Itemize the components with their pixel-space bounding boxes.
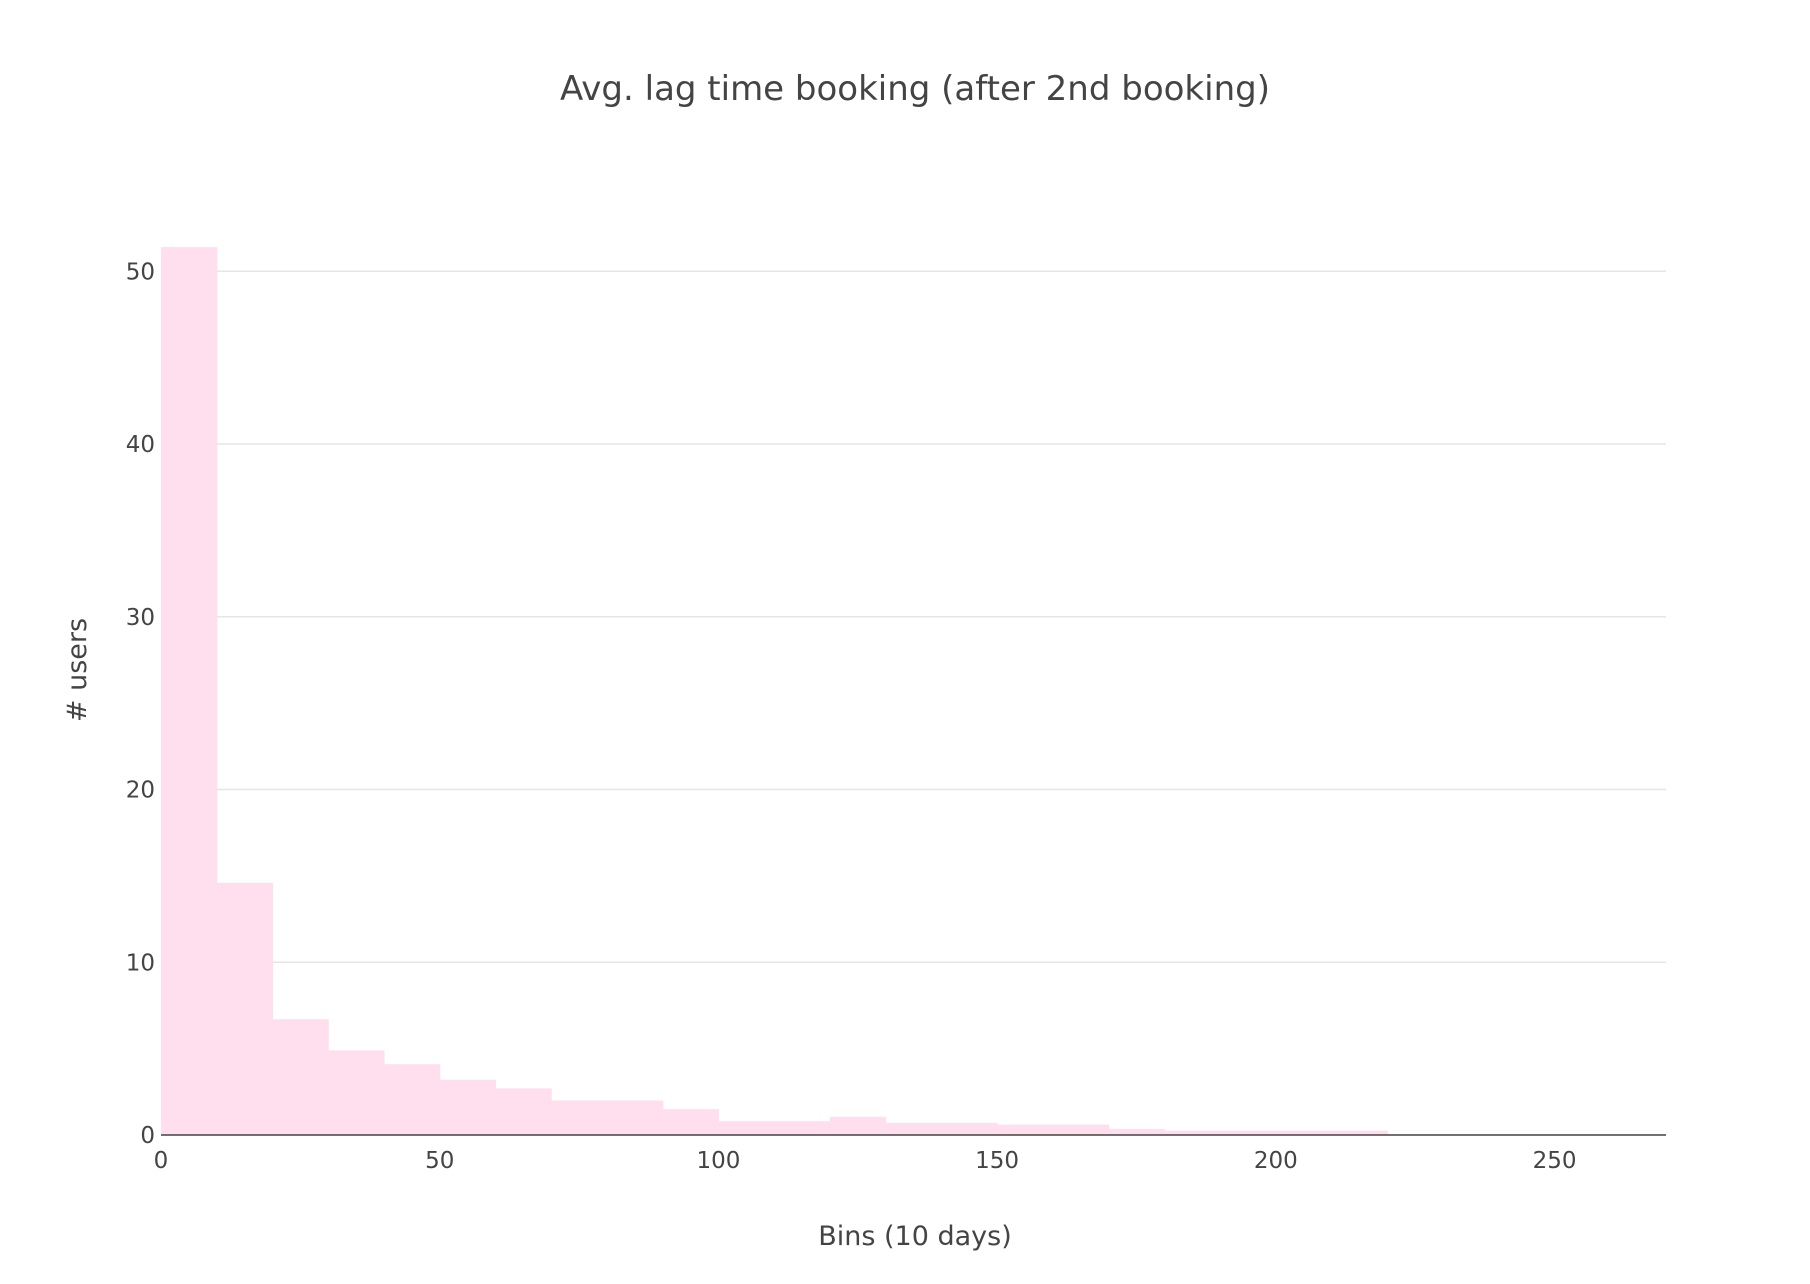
x-tick-label-200: 200 bbox=[1254, 1148, 1298, 1174]
histogram-bar-12 bbox=[829, 1116, 887, 1135]
histogram-bar-10 bbox=[718, 1121, 775, 1135]
grid-lines bbox=[161, 270, 1666, 963]
chart-title: Avg. lag time booking (after 2nd booking… bbox=[560, 69, 1270, 109]
histogram-bar-3 bbox=[328, 1050, 385, 1135]
y-tick-label-20: 20 bbox=[126, 778, 155, 804]
y-tick-label-30: 30 bbox=[126, 605, 155, 631]
histogram-bar-2 bbox=[272, 1019, 329, 1135]
histogram-bar-19 bbox=[1220, 1130, 1277, 1135]
histogram-bar-6 bbox=[495, 1088, 552, 1135]
x-tick-label-50: 50 bbox=[425, 1148, 454, 1174]
histogram-bar-16 bbox=[1052, 1124, 1110, 1135]
histogram-bar-13 bbox=[885, 1122, 942, 1135]
y-tick-label-0: 0 bbox=[140, 1123, 155, 1149]
histogram-bar-15 bbox=[997, 1124, 1054, 1135]
x-tick-label-250: 250 bbox=[1533, 1148, 1577, 1174]
histogram-bar-4 bbox=[383, 1064, 441, 1135]
y-tick-labels: 0 10 20 30 40 50 bbox=[126, 259, 155, 1149]
x-tick-label-0: 0 bbox=[154, 1148, 169, 1174]
x-tick-label-100: 100 bbox=[696, 1148, 740, 1174]
histogram-bar-14 bbox=[941, 1122, 998, 1135]
histogram-bar-5 bbox=[439, 1079, 497, 1135]
histogram-bar-7 bbox=[551, 1100, 608, 1135]
y-tick-label-50: 50 bbox=[126, 259, 155, 285]
histogram-bar-20 bbox=[1275, 1130, 1333, 1135]
y-axis-title: # users bbox=[62, 618, 93, 722]
histogram-bar-21 bbox=[1331, 1130, 1388, 1135]
histogram-bar-8 bbox=[606, 1100, 664, 1135]
histogram-bar-11 bbox=[774, 1121, 831, 1135]
x-tick-labels: 0 50 100 150 200 250 bbox=[154, 1148, 1577, 1174]
histogram-bar-9 bbox=[662, 1109, 720, 1135]
x-tick-label-150: 150 bbox=[975, 1148, 1019, 1174]
y-tick-label-10: 10 bbox=[126, 950, 155, 976]
histogram-bars bbox=[161, 247, 1667, 1135]
y-tick-label-40: 40 bbox=[126, 432, 155, 458]
histogram-bar-1 bbox=[216, 882, 274, 1135]
histogram-bar-0 bbox=[161, 247, 218, 1135]
x-axis-title: Bins (10 days) bbox=[818, 1221, 1012, 1252]
histogram-bar-18 bbox=[1164, 1130, 1221, 1135]
histogram-bar-17 bbox=[1108, 1128, 1165, 1135]
